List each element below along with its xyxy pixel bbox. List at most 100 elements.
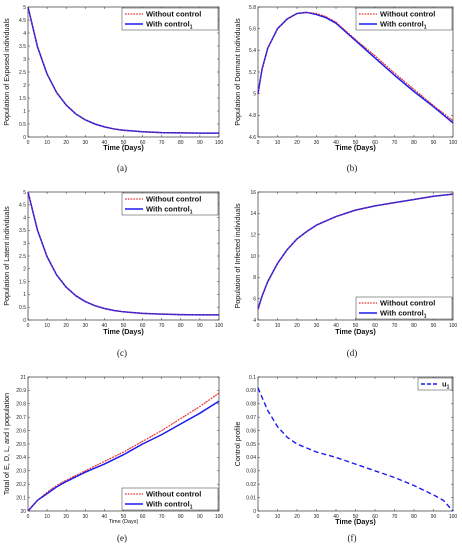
x-tick-label: 60 bbox=[372, 514, 378, 520]
plot-area bbox=[257, 376, 454, 512]
series-line-with-control bbox=[27, 400, 220, 512]
legend-label: u1 bbox=[442, 380, 450, 391]
y-tick-label: 20.1 bbox=[16, 495, 26, 501]
legend-box bbox=[121, 7, 219, 31]
x-tick-label: 20 bbox=[294, 323, 300, 329]
panel-caption: (a) bbox=[117, 163, 127, 173]
legend-label: With control1 bbox=[146, 500, 193, 511]
x-tick-label: 70 bbox=[392, 323, 398, 329]
y-tick-label: 21 bbox=[20, 375, 26, 381]
y-tick-label: 4.8 bbox=[249, 113, 256, 119]
y-tick-label: 4 bbox=[23, 31, 26, 37]
y-tick-label: 0.5 bbox=[19, 305, 26, 311]
x-tick-label: 40 bbox=[102, 323, 108, 329]
y-tick-label: 2 bbox=[23, 267, 26, 273]
x-tick-label: 100 bbox=[215, 514, 224, 520]
x-tick-label: 50 bbox=[121, 140, 127, 146]
x-tick-label: 50 bbox=[353, 514, 359, 520]
legend-label: With control1 bbox=[146, 20, 193, 31]
x-axis-label: Time (Days) bbox=[335, 327, 376, 336]
y-tick-label: 0.07 bbox=[246, 415, 256, 421]
x-tick-label: 30 bbox=[83, 323, 89, 329]
x-tick-label: 70 bbox=[159, 140, 165, 146]
x-tick-label: 60 bbox=[140, 323, 146, 329]
x-tick-label: 0 bbox=[257, 323, 260, 329]
legend-label: Without control bbox=[146, 10, 201, 19]
x-tick-label: 50 bbox=[353, 140, 359, 146]
legend-label: Without control bbox=[380, 299, 435, 308]
x-tick-label: 20 bbox=[63, 140, 69, 146]
y-tick-label: 1 bbox=[23, 292, 26, 298]
y-tick-label: 20.2 bbox=[16, 482, 26, 488]
x-tick-label: 50 bbox=[353, 323, 359, 329]
x-tick-label: 60 bbox=[140, 140, 146, 146]
x-tick-label: 90 bbox=[197, 140, 203, 146]
x-tick-label: 50 bbox=[121, 514, 127, 520]
legend-label: Without control bbox=[380, 10, 435, 19]
x-tick-label: 0 bbox=[257, 140, 260, 146]
legend-label: With control1 bbox=[380, 309, 427, 320]
series-line-with-control bbox=[27, 191, 219, 316]
y-tick-label: 3 bbox=[23, 241, 26, 247]
x-tick-label: 30 bbox=[314, 140, 320, 146]
x-tick-label: 100 bbox=[449, 323, 458, 329]
x-tick-label: 80 bbox=[178, 323, 184, 329]
x-tick-label: 80 bbox=[178, 140, 184, 146]
x-tick-label: 0 bbox=[27, 323, 30, 329]
x-tick-label: 70 bbox=[159, 514, 165, 520]
y-tick-label: 4.5 bbox=[19, 18, 26, 24]
y-axis-label: Population of Dormant Individuals bbox=[233, 18, 242, 126]
y-tick-label: 0.05 bbox=[246, 442, 256, 448]
panel-caption: (b) bbox=[347, 163, 358, 173]
y-tick-label: 0.06 bbox=[246, 428, 256, 434]
x-tick-label: 10 bbox=[275, 323, 281, 329]
x-tick-label: 10 bbox=[44, 140, 50, 146]
y-tick-label: 0 bbox=[253, 509, 256, 515]
legend-box bbox=[355, 296, 453, 320]
y-tick-label: 20.5 bbox=[16, 442, 26, 448]
x-tick-label: 40 bbox=[102, 140, 108, 146]
x-tick-label: 20 bbox=[294, 140, 300, 146]
x-tick-label: 0 bbox=[257, 514, 260, 520]
x-tick-label: 20 bbox=[294, 514, 300, 520]
y-tick-label: 20.3 bbox=[16, 469, 26, 475]
y-axis-label: Total of E, D, L, and I population bbox=[2, 393, 11, 495]
x-tick-label: 90 bbox=[431, 140, 437, 146]
x-tick-label: 100 bbox=[449, 514, 458, 520]
x-axis-label: Time (Days) bbox=[335, 517, 376, 526]
series-line-with-control bbox=[257, 11, 454, 124]
y-tick-label: 5.8 bbox=[249, 5, 256, 11]
chart-panel-d: 0 10 20 30 40 50 60 70 80 90 100 4 6 8 10 12 14 16 Without… bbox=[233, 190, 457, 358]
x-tick-label: 60 bbox=[140, 514, 146, 520]
legend-box bbox=[121, 487, 219, 511]
legend-box bbox=[355, 7, 453, 31]
x-tick-label: 20 bbox=[63, 323, 69, 329]
y-tick-label: 1 bbox=[23, 109, 26, 115]
y-tick-label: 1.5 bbox=[19, 96, 26, 102]
panel-caption: (c) bbox=[117, 348, 127, 358]
y-tick-label: 0.03 bbox=[246, 469, 256, 475]
chart-panel-f: 0 10 20 30 40 50 60 70 80 90 100 0 0.01 0.02 0.03 0.04 0… bbox=[233, 375, 457, 543]
y-tick-label: 20.6 bbox=[16, 428, 26, 434]
y-tick-label: 20.4 bbox=[16, 455, 26, 461]
y-tick-label: 0.01 bbox=[246, 495, 256, 501]
y-tick-label: 5.6 bbox=[249, 26, 256, 32]
x-axis-label: Time (Days) bbox=[109, 519, 139, 525]
y-tick-label: 2 bbox=[23, 83, 26, 89]
x-tick-label: 60 bbox=[372, 323, 378, 329]
x-tick-label: 80 bbox=[411, 323, 417, 329]
legend-box bbox=[121, 192, 219, 216]
y-tick-label: 5 bbox=[23, 5, 26, 11]
x-tick-label: 80 bbox=[411, 140, 417, 146]
y-tick-label: 8 bbox=[253, 275, 256, 281]
x-tick-label: 0 bbox=[27, 140, 30, 146]
y-tick-label: 0.04 bbox=[246, 455, 256, 461]
y-tick-label: 5 bbox=[253, 91, 256, 97]
x-tick-label: 70 bbox=[392, 140, 398, 146]
x-tick-label: 100 bbox=[449, 140, 458, 146]
chart-panel-c: 0 10 20 30 40 50 60 70 80 90 100 0 0.5 1 1.5 2 2.5 3 3.5 4 4… bbox=[2, 190, 223, 358]
